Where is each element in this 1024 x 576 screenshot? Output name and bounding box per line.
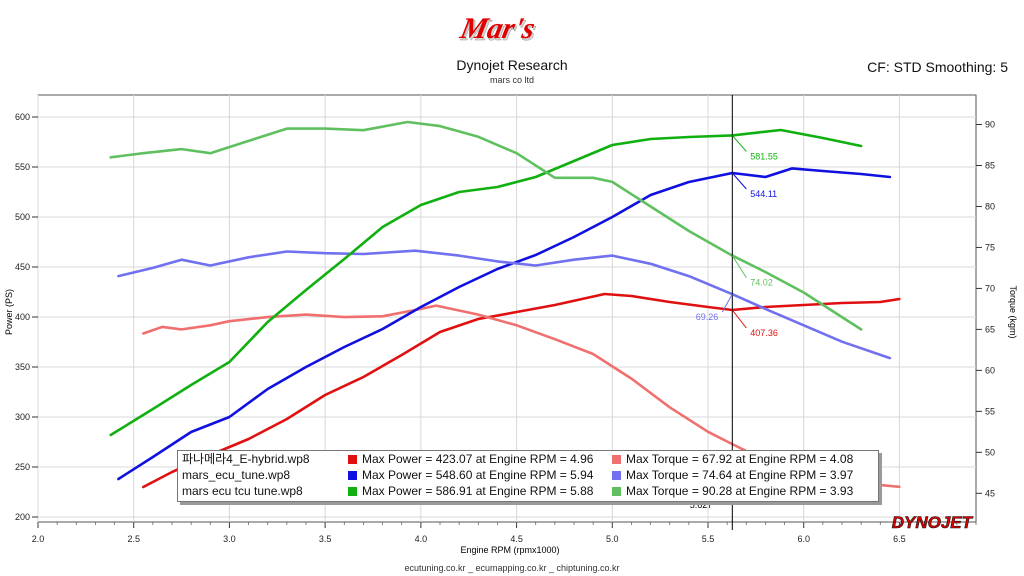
y-tick-label: 450: [15, 262, 30, 272]
axes: 2.0 2.5 3.0 3.5 4.0 4.5 5.0 5.5 6.0 6.5 200 250 300 3…: [15, 112, 995, 544]
y-tick-label: 500: [15, 212, 30, 222]
y-tick-label: 250: [15, 462, 30, 472]
legend-run-name: 파나메라4_E-hybrid.wp8: [182, 452, 310, 466]
x-tick-label: 6.0: [797, 534, 810, 544]
y-tick-label: 200: [15, 512, 30, 522]
y-tick-label: 600: [15, 112, 30, 122]
power-swatch: [348, 455, 357, 464]
y2-tick-label: 45: [985, 488, 995, 498]
x-tick-label: 6.5: [893, 534, 906, 544]
y2-axis-label: Torque (kgm): [1008, 285, 1018, 338]
y2-tick-label: 70: [985, 283, 995, 293]
x-axis-label: Engine RPM (rpmx1000): [460, 545, 559, 555]
chart-title: Dynojet Research: [456, 57, 568, 73]
power-swatch: [348, 471, 357, 480]
x-tick-label: 5.0: [606, 534, 619, 544]
annotation-label: 544.11: [750, 189, 777, 199]
annotations: 581.55 544.11 74.02 69.26 407.36: [696, 135, 778, 338]
annotation-leader: [731, 309, 747, 329]
dynojet-brand: DYNOJET: [892, 513, 974, 532]
x-tick-label: 4.5: [510, 534, 523, 544]
y-tick-label: 350: [15, 362, 30, 372]
x-tick-label: 2.5: [127, 534, 140, 544]
svg-text:Mar's: Mar's: [457, 11, 538, 45]
series-line: [109, 120, 863, 331]
torque-swatch: [612, 471, 621, 480]
legend-run-name: mars_ecu_tune.wp8: [182, 468, 291, 482]
y-tick-label: 300: [15, 412, 30, 422]
y2-tick-label: 80: [985, 201, 995, 211]
y-axis-label: Power (PS): [4, 289, 14, 335]
annotation-leader: [731, 135, 747, 152]
svg-text:Mar's: Mar's: [458, 13, 539, 47]
legend-power-text: Max Power = 548.60 at Engine RPM = 5.94: [362, 468, 594, 482]
series-line: [117, 167, 892, 481]
mars-logo: Mar's Mar's: [457, 11, 540, 47]
x-tick-label: 2.0: [32, 534, 45, 544]
series-line: [117, 249, 892, 360]
x-tick-label: 4.0: [415, 534, 428, 544]
y2-tick-label: 85: [985, 160, 995, 170]
annotation-label: 407.36: [750, 328, 778, 338]
chart-subtitle: mars co ltd: [489, 75, 534, 85]
power-swatch: [348, 487, 357, 496]
x-tick-label: 5.5: [702, 534, 715, 544]
rpm-cursor-label: 5.627: [690, 500, 713, 510]
legend: 파나메라4_E-hybrid.wp8 Max Power = 423.07 at…: [177, 450, 879, 502]
legend-torque-text: Max Torque = 74.64 at Engine RPM = 3.97: [626, 468, 854, 482]
y-tick-label: 400: [15, 312, 30, 322]
y2-tick-label: 50: [985, 447, 995, 457]
annotation-leader: [731, 172, 747, 190]
torque-swatch: [612, 455, 621, 464]
series-line: [142, 292, 901, 489]
annotation-leader: [721, 293, 733, 313]
torque-swatch: [612, 487, 621, 496]
y-tick-label: 550: [15, 162, 30, 172]
legend-power-text: Max Power = 586.91 at Engine RPM = 5.88: [362, 484, 594, 498]
series-line: [109, 128, 863, 437]
correction-factor: CF: STD Smoothing: 5: [867, 59, 1008, 75]
annotation-label: 74.02: [750, 278, 773, 288]
legend-torque-text: Max Torque = 67.92 at Engine RPM = 4.08: [626, 452, 854, 466]
y2-tick-label: 90: [985, 120, 995, 130]
x-tick-label: 3.0: [223, 534, 236, 544]
legend-power-text: Max Power = 423.07 at Engine RPM = 4.96: [362, 452, 594, 466]
y2-tick-label: 55: [985, 406, 995, 416]
x-tick-label: 3.5: [319, 534, 332, 544]
footer-links: ecutuning.co.kr _ ecumapping.co.kr _ chi…: [404, 563, 620, 573]
annotation-leader: [731, 255, 747, 278]
y2-tick-label: 60: [985, 365, 995, 375]
annotation-label: 69.26: [696, 312, 719, 322]
legend-torque-text: Max Torque = 90.28 at Engine RPM = 3.93: [626, 484, 854, 498]
legend-run-name: mars ecu tcu tune.wp8: [182, 484, 303, 498]
y2-tick-label: 75: [985, 242, 995, 252]
annotation-label: 581.55: [750, 151, 778, 161]
y2-tick-label: 65: [985, 324, 995, 334]
